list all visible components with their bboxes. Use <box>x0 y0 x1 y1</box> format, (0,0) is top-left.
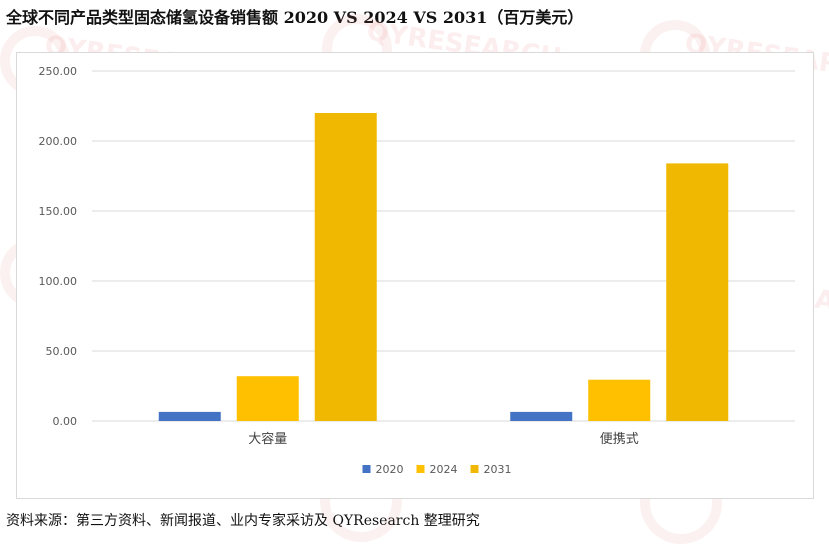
legend-swatch <box>416 465 425 473</box>
bar-2024 <box>236 376 299 421</box>
legend-label: 2020 <box>376 463 404 476</box>
legend-swatch <box>362 465 371 473</box>
y-tick-label: 100.00 <box>39 275 78 288</box>
y-tick-label: 150.00 <box>39 205 78 218</box>
x-category-label: 便携式 <box>600 431 639 447</box>
bar-2024 <box>588 379 651 421</box>
y-tick-label: 50.00 <box>46 345 78 358</box>
bar-chart: 0.00 50.00 100.00 150.00 200.00 250.00 大容量 便携式 2… <box>39 65 795 476</box>
bar-2031 <box>314 113 377 421</box>
y-tick-label: 200.00 <box>39 135 78 148</box>
bar-2031 <box>666 163 729 421</box>
x-category-label: 大容量 <box>248 431 287 447</box>
chart-title: 全球不同产品类型固态储氢设备销售额 2020 VS 2024 VS 2031（百… <box>6 8 584 27</box>
chart-frame: 0.00 50.00 100.00 150.00 200.00 250.00 大容量 便携式 2… <box>16 52 814 499</box>
bar-2020 <box>158 411 221 421</box>
y-tick-label: 0.00 <box>53 415 78 428</box>
source-footnote: 资料来源：第三方资料、新闻报道、业内专家采访及 QYResearch 整理研究 <box>6 513 480 529</box>
legend-label: 2031 <box>484 463 512 476</box>
legend-label: 2024 <box>430 463 458 476</box>
y-tick-label: 250.00 <box>39 65 78 78</box>
legend-swatch <box>470 465 479 473</box>
bar-2020 <box>510 411 573 421</box>
